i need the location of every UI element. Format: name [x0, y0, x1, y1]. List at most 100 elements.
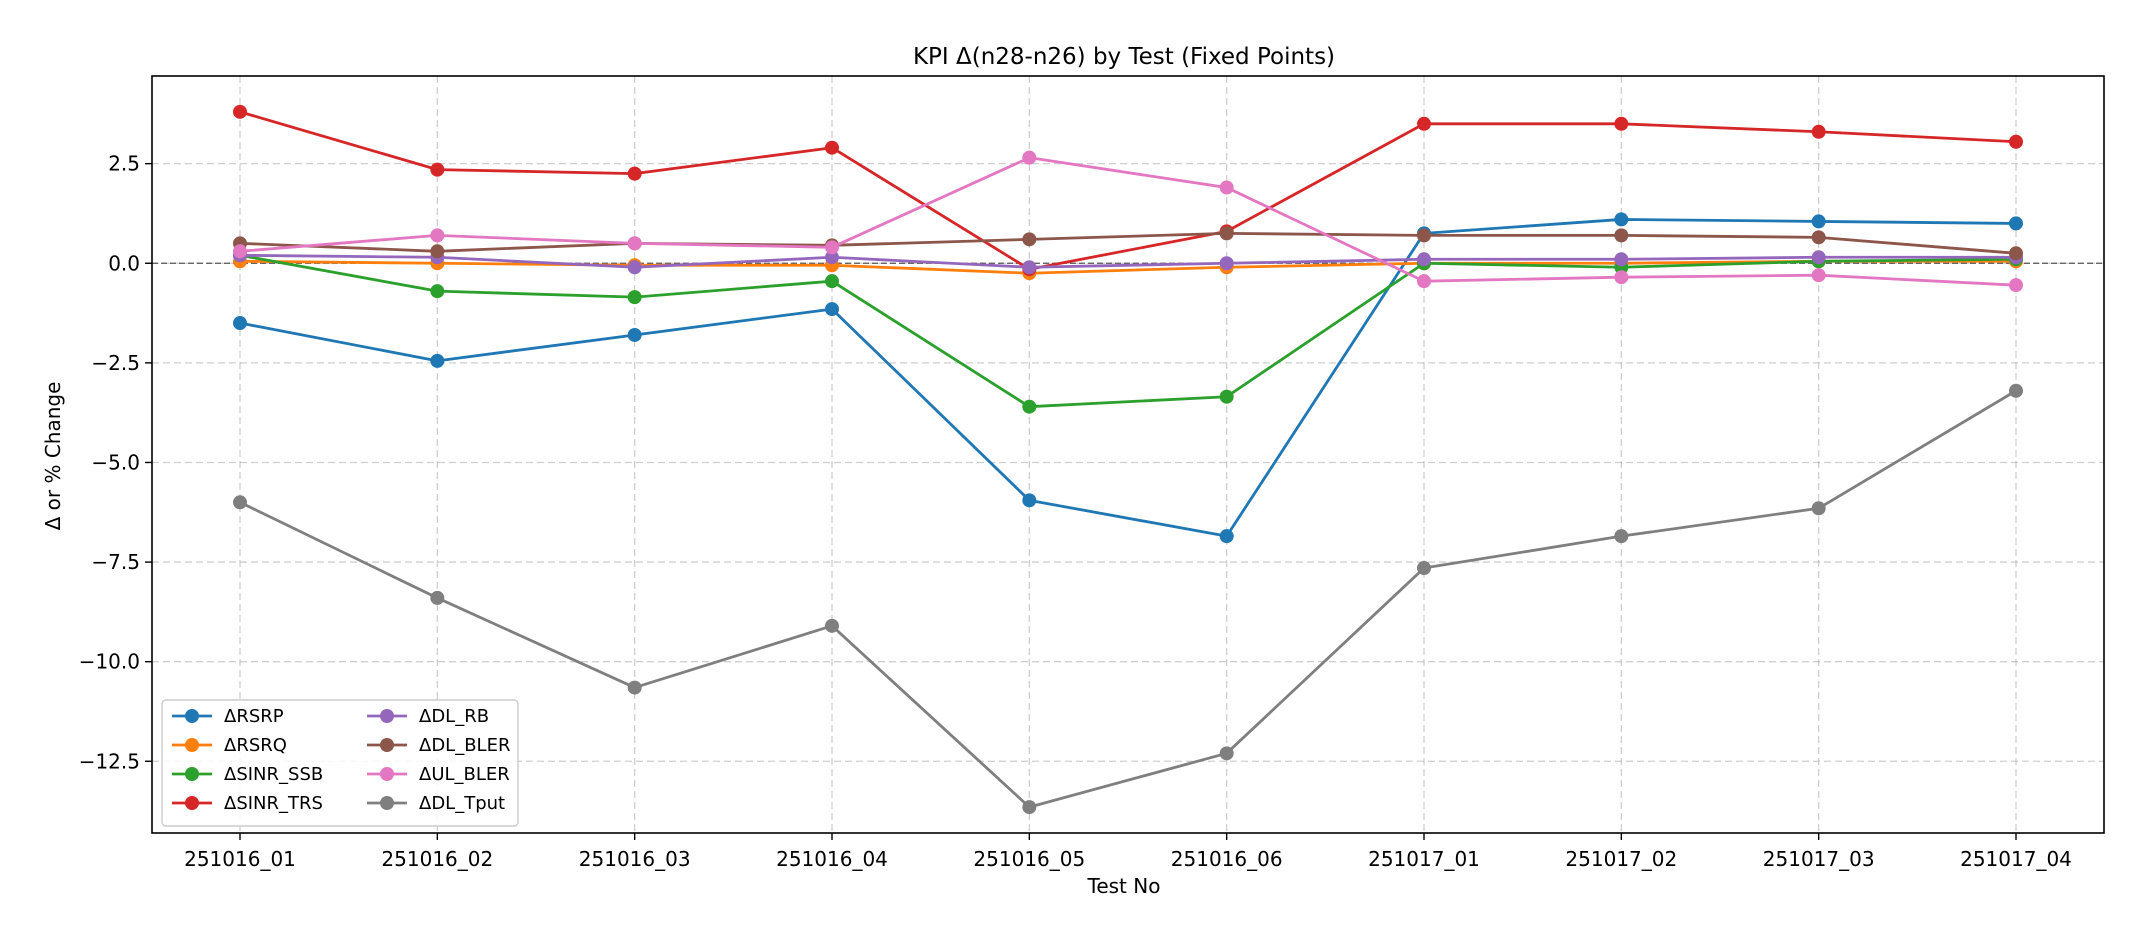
data-point — [1811, 268, 1826, 283]
x-tick-label: 251016_05 — [973, 847, 1085, 871]
series-line — [239, 253, 2017, 409]
data-point — [2009, 278, 2023, 293]
series-group — [233, 150, 2023, 293]
data-point — [825, 302, 839, 317]
data-point — [1614, 529, 1629, 544]
data-point — [825, 618, 839, 633]
data-point — [2009, 216, 2023, 231]
data-point — [825, 140, 839, 155]
y-tick-label: −12.5 — [79, 749, 140, 773]
x-axis-label: Test No — [1087, 874, 1161, 898]
legend-marker — [380, 767, 394, 781]
data-point — [233, 316, 247, 331]
data-point — [233, 104, 247, 119]
data-point — [1417, 561, 1431, 576]
x-tick-label: 251016_02 — [381, 847, 493, 871]
legend-label: ΔDL_BLER — [419, 735, 510, 756]
data-point — [1022, 800, 1037, 815]
data-point — [233, 244, 247, 259]
data-point — [430, 590, 445, 605]
y-tick-label: −10.0 — [79, 650, 140, 674]
data-point — [1811, 124, 1826, 139]
x-tick-label: 251017_04 — [1960, 847, 2072, 871]
legend-marker — [185, 767, 199, 781]
data-point — [627, 236, 642, 251]
legend-marker — [380, 738, 394, 752]
data-point — [1811, 250, 1826, 265]
data-point — [1614, 252, 1629, 267]
data-point — [1219, 180, 1234, 195]
x-tick-label: 251017_01 — [1368, 847, 1480, 871]
data-point — [2009, 383, 2023, 398]
series-group — [233, 383, 2023, 815]
x-tick-label: 251017_03 — [1763, 847, 1875, 871]
legend: ΔRSRP ΔRSRQ ΔSINR_SSB ΔSINR_TRS ΔDL_RB ΔDL_BL… — [161, 699, 519, 827]
data-point — [627, 166, 642, 181]
data-point — [1022, 232, 1037, 247]
x-tick-label: 251016_06 — [1171, 847, 1283, 871]
plot-frame — [151, 75, 2105, 834]
chart-title: KPI Δ(n28-n26) by Test (Fixed Points) — [913, 44, 1335, 70]
legend-box — [161, 699, 519, 827]
legend-item: ΔRSRP — [172, 706, 284, 727]
data-point — [2009, 246, 2023, 261]
series-line — [239, 231, 2017, 255]
data-point — [2009, 134, 2023, 149]
series-line — [239, 259, 2016, 275]
y-tick-label: −2.5 — [91, 351, 140, 375]
data-point — [1022, 493, 1037, 508]
data-point — [825, 274, 839, 289]
data-point — [627, 290, 642, 305]
legend-marker — [380, 709, 394, 723]
x-tick-label: 251017_02 — [1565, 847, 1677, 871]
series-group — [233, 104, 2023, 277]
data-point — [1219, 256, 1234, 271]
y-axis-label: Δ or % Change — [41, 382, 65, 531]
series-line — [239, 218, 2017, 538]
legend-label: ΔSINR_TRS — [224, 793, 323, 814]
data-point — [1417, 116, 1431, 131]
legend-item: ΔRSRQ — [172, 735, 287, 756]
legend-item: ΔDL_Tput — [367, 793, 505, 814]
data-point — [1219, 226, 1234, 241]
legend-label: ΔUL_BLER — [419, 764, 510, 785]
legend-marker — [185, 709, 199, 723]
series-line — [239, 389, 2017, 809]
legend-marker — [380, 796, 394, 810]
data-point — [430, 284, 445, 299]
data-point — [1022, 260, 1037, 275]
data-point — [1022, 399, 1037, 414]
data-point — [627, 680, 642, 695]
data-point — [233, 495, 247, 510]
series-line — [239, 110, 2017, 271]
data-point — [1219, 746, 1234, 761]
data-point — [1811, 230, 1826, 245]
data-point — [825, 240, 839, 255]
series-group — [233, 226, 2023, 261]
data-point — [627, 260, 642, 275]
data-point — [1417, 274, 1431, 289]
legend-item: ΔSINR_SSB — [172, 764, 323, 785]
legend-marker — [185, 796, 199, 810]
data-point — [430, 244, 445, 259]
legend-label: ΔRSRQ — [224, 735, 287, 756]
y-tick-label: 2.5 — [108, 152, 140, 176]
y-tick-label: 0.0 — [108, 251, 140, 275]
axes: 251016_01 251016_02 251016_03 251016_04 2510… — [79, 152, 2072, 871]
x-tick-label: 251016_03 — [579, 847, 691, 871]
data-point — [430, 162, 445, 177]
y-tick-label: −5.0 — [91, 450, 140, 474]
x-tick-label: 251016_04 — [776, 847, 888, 871]
data-point — [1022, 150, 1037, 165]
data-point — [1811, 501, 1826, 516]
legend-marker — [185, 738, 199, 752]
data-point — [1614, 228, 1629, 243]
data-point — [1417, 252, 1431, 267]
data-point — [1614, 212, 1629, 227]
data-point — [430, 353, 445, 368]
data-point — [1614, 270, 1629, 285]
legend-label: ΔDL_RB — [419, 706, 489, 727]
legend-label: ΔDL_Tput — [419, 793, 505, 814]
legend-label: ΔSINR_SSB — [224, 764, 323, 785]
